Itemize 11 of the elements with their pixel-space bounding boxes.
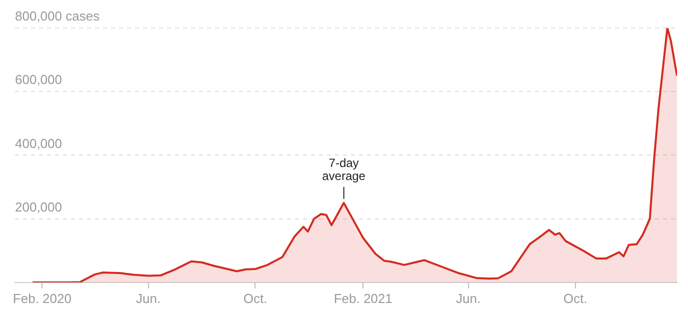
y-tick-label: 600,000 bbox=[15, 72, 62, 88]
y-tick-label: 400,000 bbox=[15, 136, 62, 151]
y-tick-label: 800,000 cases bbox=[15, 8, 100, 24]
x-tick-label: Oct. bbox=[563, 290, 588, 306]
x-tick-label: Oct. bbox=[243, 290, 268, 306]
annotation: 7-day average bbox=[322, 156, 366, 184]
x-tick-label: Jun. bbox=[456, 290, 481, 306]
x-tick-label: Feb. 2021 bbox=[334, 290, 392, 306]
x-tick-label: Feb. 2020 bbox=[12, 290, 72, 306]
y-tick-label: 200,000 bbox=[15, 199, 62, 214]
x-tick-label: Jun. bbox=[136, 290, 161, 306]
